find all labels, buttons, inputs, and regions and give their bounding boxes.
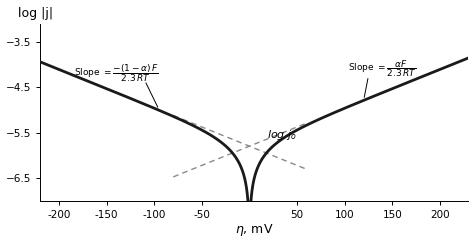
X-axis label: $\eta$, mV: $\eta$, mV [235, 223, 273, 238]
Text: log $j_o$: log $j_o$ [266, 128, 297, 142]
Text: Slope $=\dfrac{-(1-\alpha)\,F}{2.3\,RT}$: Slope $=\dfrac{-(1-\alpha)\,F}{2.3\,RT}$ [73, 63, 159, 84]
Text: Slope $=\dfrac{\alpha F}{2.3\,RT}$: Slope $=\dfrac{\alpha F}{2.3\,RT}$ [348, 59, 417, 80]
Y-axis label: log |j|: log |j| [18, 7, 53, 20]
